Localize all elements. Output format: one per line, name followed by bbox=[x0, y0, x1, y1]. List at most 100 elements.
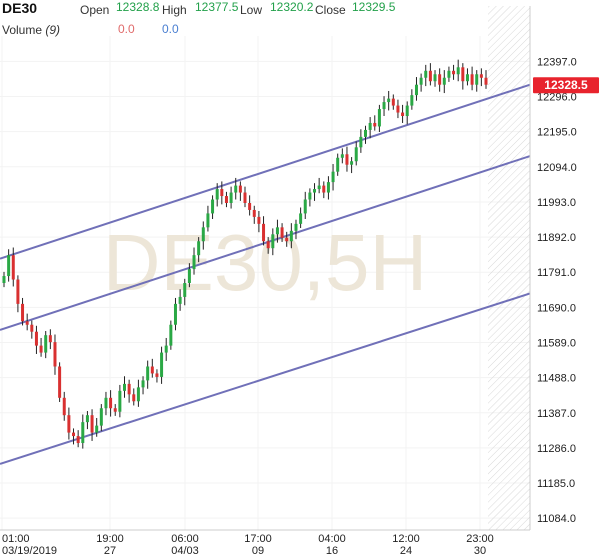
candle[interactable] bbox=[438, 68, 442, 92]
candle[interactable] bbox=[136, 379, 140, 407]
candle[interactable] bbox=[62, 391, 66, 421]
candle[interactable] bbox=[173, 297, 177, 331]
candle[interactable] bbox=[382, 96, 386, 117]
price-axis[interactable]: 12397.0 12296.0 12195.0 12094.0 11993.0 11892… bbox=[529, 6, 577, 530]
candle[interactable] bbox=[118, 384, 122, 418]
candle[interactable] bbox=[433, 70, 437, 87]
candle[interactable] bbox=[345, 146, 349, 172]
candle[interactable] bbox=[266, 237, 270, 254]
candle[interactable] bbox=[215, 183, 219, 207]
candle[interactable] bbox=[95, 417, 99, 437]
candle[interactable] bbox=[373, 115, 377, 131]
candle[interactable] bbox=[34, 325, 38, 354]
candle[interactable] bbox=[252, 205, 256, 224]
candle[interactable] bbox=[280, 223, 284, 242]
candle[interactable] bbox=[90, 409, 94, 441]
candle[interactable] bbox=[146, 360, 150, 389]
candle[interactable] bbox=[169, 320, 173, 350]
candle[interactable] bbox=[164, 337, 168, 361]
channel-line-1[interactable] bbox=[0, 83, 531, 260]
candle[interactable] bbox=[470, 66, 474, 91]
candle[interactable] bbox=[364, 125, 367, 144]
channel-line-2[interactable] bbox=[0, 155, 531, 331]
candle[interactable] bbox=[123, 376, 126, 398]
candle[interactable] bbox=[405, 101, 409, 125]
candle[interactable] bbox=[303, 191, 307, 219]
candle[interactable] bbox=[271, 228, 275, 256]
candle[interactable] bbox=[331, 164, 335, 191]
candle[interactable] bbox=[452, 64, 456, 80]
candle[interactable] bbox=[475, 70, 479, 92]
candle[interactable] bbox=[285, 231, 289, 247]
candle[interactable] bbox=[391, 94, 395, 110]
regression-channel[interactable] bbox=[0, 83, 531, 465]
candle[interactable] bbox=[201, 221, 205, 250]
candle[interactable] bbox=[109, 390, 113, 417]
candle[interactable] bbox=[58, 362, 62, 402]
candle[interactable] bbox=[224, 191, 228, 208]
candle[interactable] bbox=[396, 99, 400, 119]
candle[interactable] bbox=[53, 334, 57, 375]
candle[interactable] bbox=[160, 346, 164, 384]
channel-line-3[interactable] bbox=[0, 292, 531, 465]
candle[interactable] bbox=[289, 223, 293, 249]
candle[interactable] bbox=[243, 186, 247, 208]
candle[interactable] bbox=[127, 379, 131, 403]
candle[interactable] bbox=[387, 90, 391, 111]
candle[interactable] bbox=[313, 183, 317, 201]
candle[interactable] bbox=[85, 411, 89, 430]
candle[interactable] bbox=[262, 216, 266, 246]
candle[interactable] bbox=[238, 181, 242, 201]
candle[interactable] bbox=[368, 117, 372, 139]
candle[interactable] bbox=[150, 358, 154, 378]
candle[interactable] bbox=[234, 177, 238, 200]
candlestick-series[interactable] bbox=[2, 59, 488, 449]
candle[interactable] bbox=[67, 407, 71, 440]
candle[interactable] bbox=[350, 157, 354, 174]
candle[interactable] bbox=[484, 70, 488, 89]
candle[interactable] bbox=[322, 181, 326, 199]
candle[interactable] bbox=[257, 210, 261, 233]
candle[interactable] bbox=[414, 77, 418, 101]
candle[interactable] bbox=[317, 177, 321, 194]
candle[interactable] bbox=[16, 275, 20, 313]
candle[interactable] bbox=[99, 404, 103, 432]
candle[interactable] bbox=[187, 263, 191, 288]
candle[interactable] bbox=[447, 66, 451, 82]
candle[interactable] bbox=[2, 271, 6, 288]
candle[interactable] bbox=[72, 428, 76, 445]
candle[interactable] bbox=[354, 141, 358, 166]
candle[interactable] bbox=[401, 104, 405, 123]
candle[interactable] bbox=[442, 70, 446, 94]
candle[interactable] bbox=[248, 195, 252, 216]
candle[interactable] bbox=[419, 73, 423, 92]
candle[interactable] bbox=[48, 329, 52, 350]
candle[interactable] bbox=[192, 247, 196, 275]
candle[interactable] bbox=[465, 68, 469, 86]
candle[interactable] bbox=[81, 414, 85, 449]
candle[interactable] bbox=[11, 247, 15, 287]
candle[interactable] bbox=[428, 63, 432, 86]
candle[interactable] bbox=[479, 68, 483, 87]
candle[interactable] bbox=[39, 337, 43, 357]
candle[interactable] bbox=[141, 376, 145, 395]
candle[interactable] bbox=[424, 64, 428, 87]
candle[interactable] bbox=[359, 129, 363, 153]
candle[interactable] bbox=[7, 249, 11, 282]
candle[interactable] bbox=[104, 391, 108, 416]
candle[interactable] bbox=[44, 331, 48, 359]
candle[interactable] bbox=[299, 207, 303, 229]
candle[interactable] bbox=[183, 278, 187, 306]
candle[interactable] bbox=[76, 430, 80, 448]
candle[interactable] bbox=[326, 176, 330, 200]
candle[interactable] bbox=[336, 153, 340, 176]
candle[interactable] bbox=[206, 205, 210, 232]
candle[interactable] bbox=[211, 195, 215, 219]
candle[interactable] bbox=[410, 89, 414, 110]
candle[interactable] bbox=[275, 219, 279, 243]
candle[interactable] bbox=[294, 219, 298, 240]
candle[interactable] bbox=[30, 320, 34, 339]
candle[interactable] bbox=[456, 59, 460, 82]
